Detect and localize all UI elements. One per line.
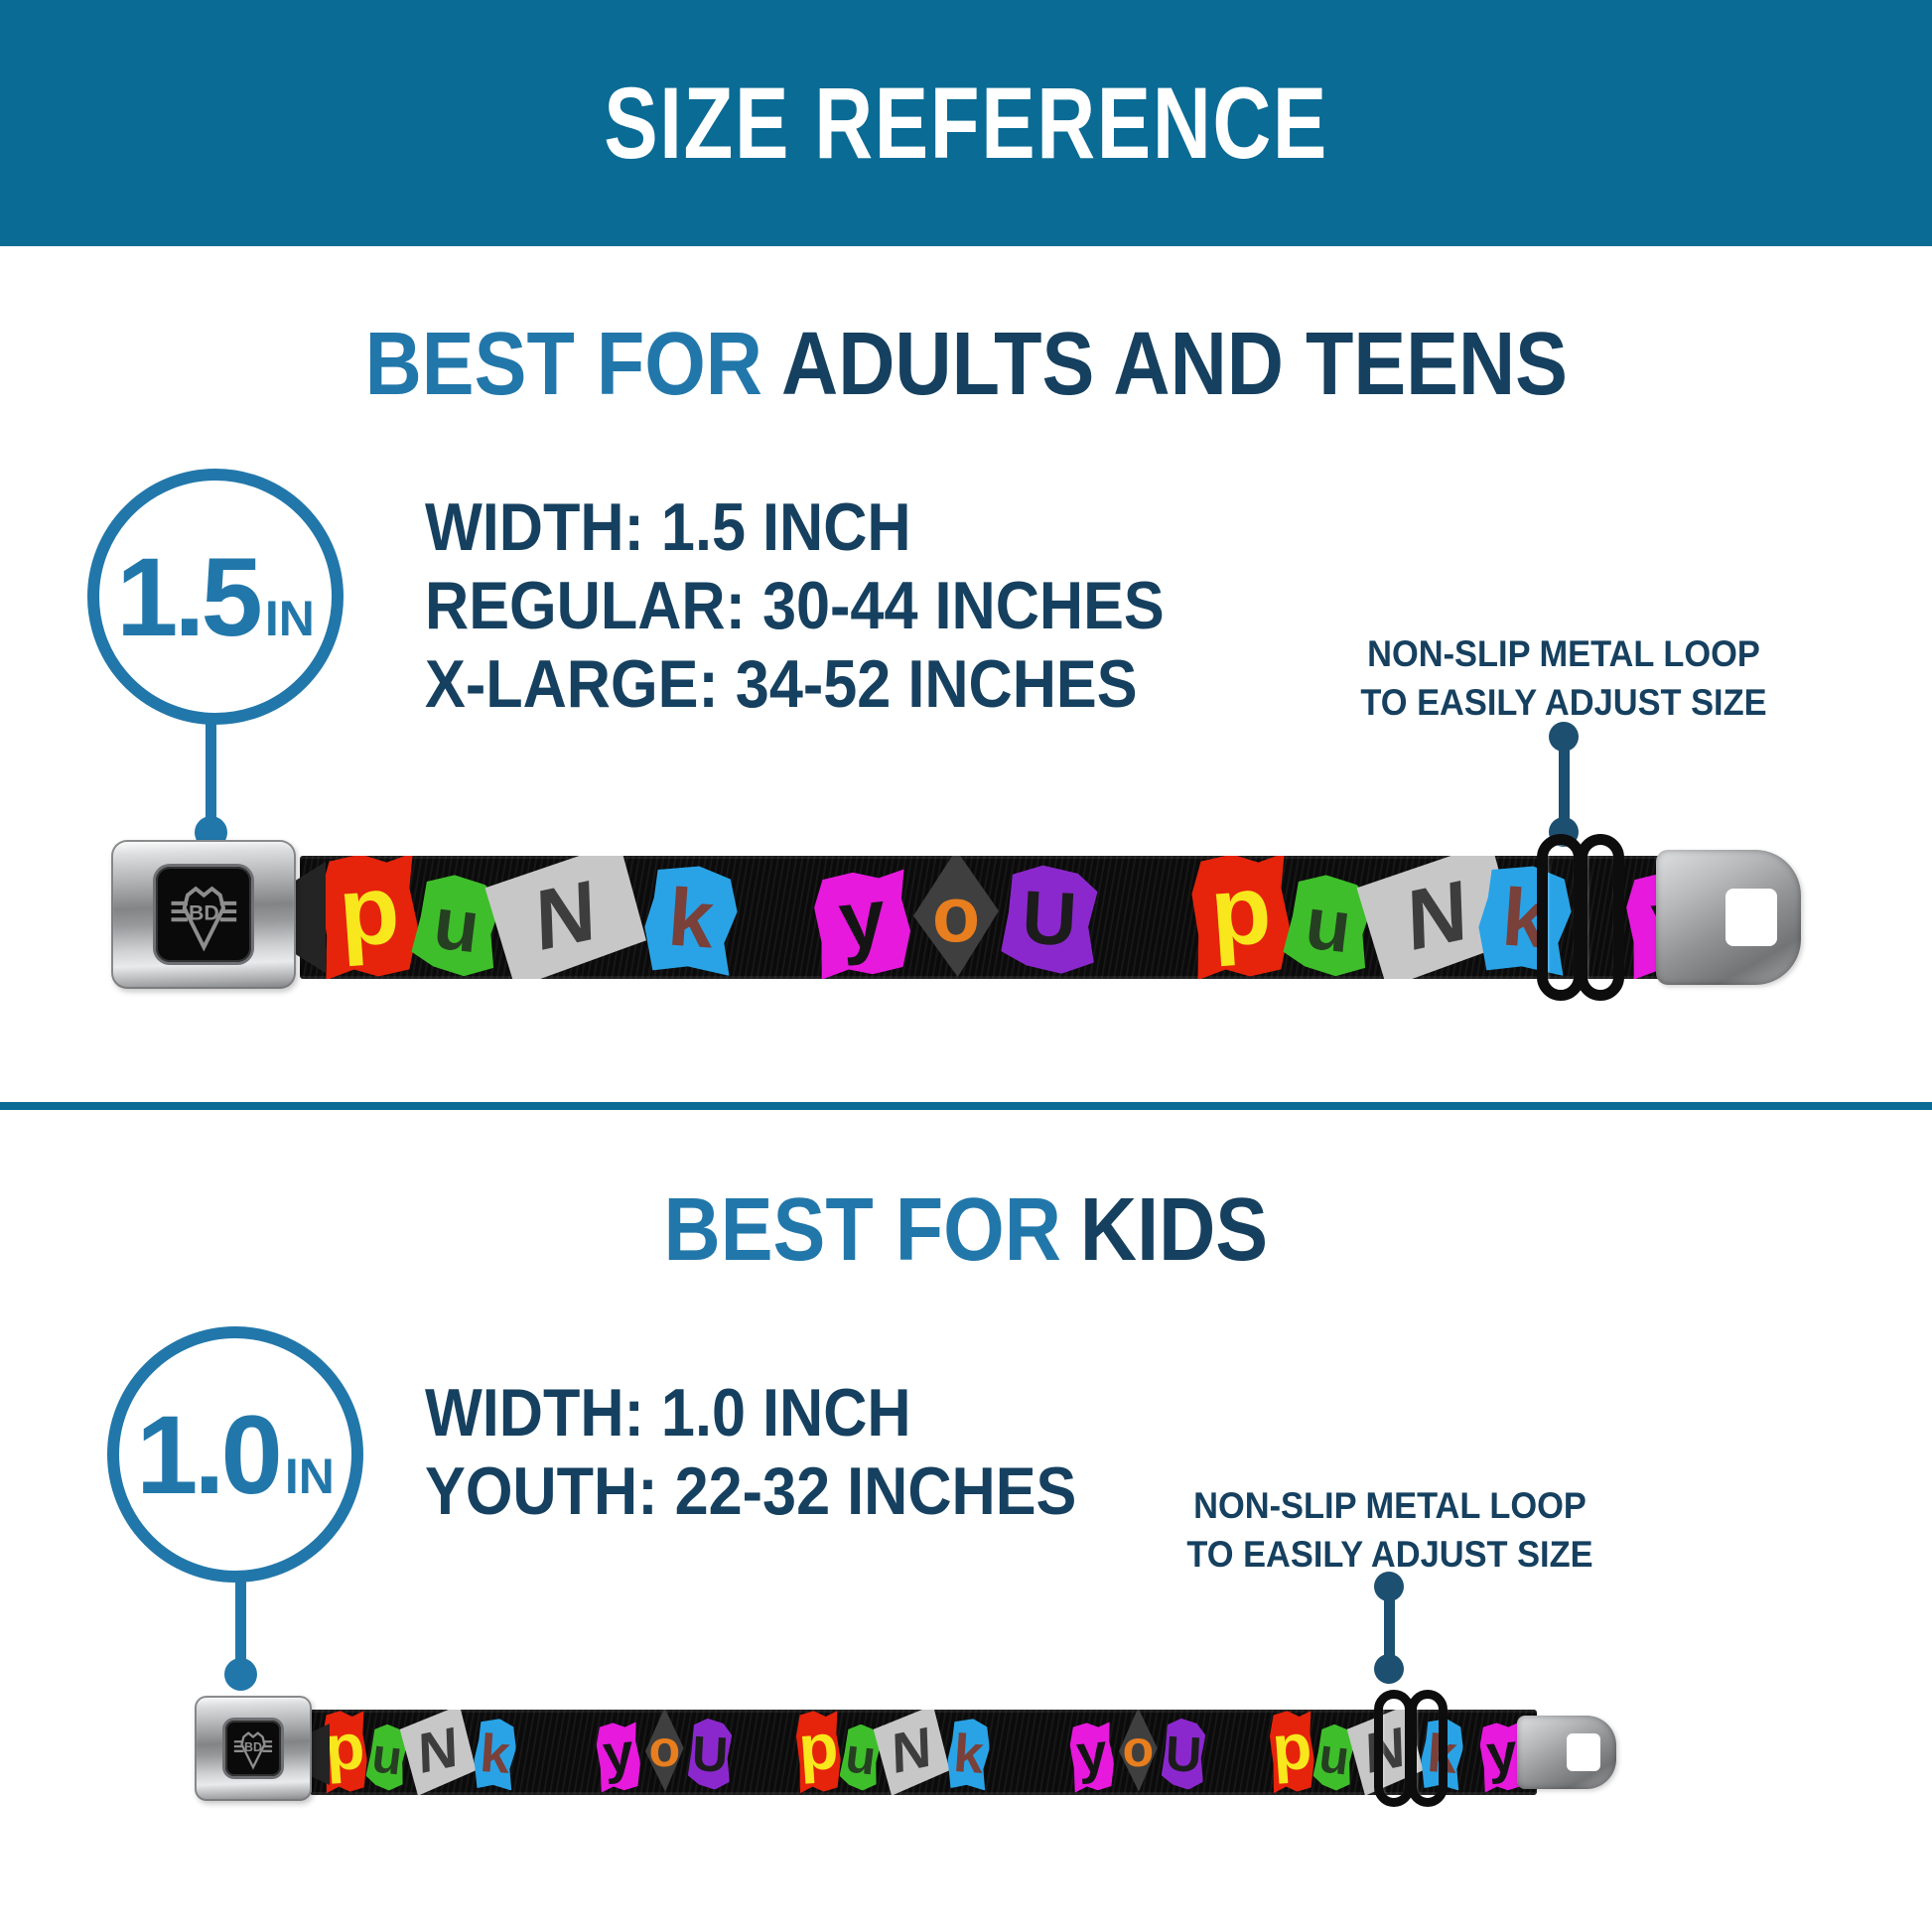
belt-end-tab — [1517, 1716, 1616, 1789]
bd-logo-icon: BD — [233, 1731, 273, 1770]
bd-logo: BD — [225, 1721, 281, 1776]
belt-letter-U: U — [1161, 1718, 1206, 1790]
spec-youth: YOUTH: 22-32 INCHES — [425, 1453, 1077, 1529]
spec-xlarge: X-LARGE: 34-52 INCHES — [425, 646, 1138, 722]
annotation-connector-line — [1384, 1585, 1395, 1662]
banner: SIZE REFERENCE — [0, 0, 1932, 246]
heading-rest: KIDS — [1080, 1180, 1269, 1280]
width-badge-1-5in: 1.5 IN — [87, 469, 344, 725]
bd-logo-icon: BD — [171, 886, 236, 952]
belt-letter-U: U — [1000, 864, 1099, 976]
belt-letter-y: y — [595, 1721, 643, 1793]
heading-rest: ADULTS AND TEENS — [780, 315, 1568, 414]
spec-width: WIDTH: 1.0 INCH — [425, 1375, 911, 1450]
belt-letter-o: o — [645, 1710, 684, 1792]
svg-text:BD: BD — [244, 1740, 262, 1754]
badge-unit: IN — [264, 590, 315, 646]
annotation-line-2: TO EASILY ADJUST SIZE — [1360, 682, 1767, 723]
badge-pointer-dot — [224, 1658, 257, 1691]
kids-specs: WIDTH: 1.0 INCH YOUTH: 22-32 INCHES — [425, 1374, 1149, 1531]
page-title: SIZE REFERENCE — [604, 66, 1328, 180]
tab-hole — [1725, 889, 1777, 946]
belt-letter-k: k — [946, 1717, 992, 1790]
annotation-line-2: TO EASILY ADJUST SIZE — [1186, 1534, 1593, 1575]
belt-letter-k: k — [641, 863, 740, 976]
annotation-connector-dot — [1374, 1654, 1404, 1684]
metal-loop-annotation: NON-SLIP METAL LOOP TO EASILY ADJUST SIZ… — [1142, 1481, 1638, 1579]
belt-letter-o: o — [913, 856, 999, 977]
spec-width: WIDTH: 1.5 INCH — [425, 489, 911, 565]
badge-pointer-line — [206, 717, 216, 820]
adults-heading: BEST FOR ADULTS AND TEENS — [0, 314, 1932, 416]
belt-end-tab — [1656, 850, 1801, 985]
belt-letter-y: y — [1068, 1721, 1117, 1793]
buckle-strap-joint — [290, 862, 326, 973]
belt-letter-o: o — [1119, 1710, 1158, 1792]
loop-ring — [1408, 1690, 1448, 1807]
metal-loop-annotation: NON-SLIP METAL LOOP TO EASILY ADJUST SIZ… — [1315, 629, 1812, 727]
heading-highlight: BEST FOR — [364, 315, 762, 414]
belt-letter-N: N — [397, 1710, 479, 1795]
belt-letter-p: p — [318, 856, 421, 979]
width-badge-1-0in: 1.0 IN — [107, 1326, 363, 1583]
metal-loop — [1374, 1690, 1448, 1807]
belt-letter-p: p — [794, 1710, 843, 1793]
belt-letter-p: p — [1189, 856, 1293, 979]
bd-logo: BD — [156, 867, 251, 962]
metal-loop — [1537, 834, 1624, 1001]
belt-letter-p: p — [1268, 1710, 1316, 1793]
seatbelt-buckle: BD — [111, 840, 296, 989]
heading-highlight: BEST FOR — [663, 1180, 1062, 1280]
seatbelt-buckle: BD — [195, 1696, 312, 1801]
spec-regular: REGULAR: 30-44 INCHES — [425, 568, 1165, 643]
belt-letter-N: N — [871, 1710, 952, 1795]
badge-value: 1.5 — [116, 534, 263, 659]
annotation-line-1: NON-SLIP METAL LOOP — [1193, 1485, 1587, 1526]
belt-letter-y: y — [811, 867, 914, 979]
annotation-connector-line — [1559, 735, 1570, 832]
annotation-line-1: NON-SLIP METAL LOOP — [1367, 633, 1760, 674]
section-divider — [0, 1102, 1932, 1110]
belt-letter-U: U — [687, 1718, 733, 1790]
kids-heading: BEST FOR KIDS — [0, 1179, 1932, 1282]
badge-pointer-line — [235, 1577, 246, 1664]
badge-unit: IN — [284, 1448, 335, 1504]
loop-ring — [1577, 834, 1624, 1001]
belt-letter-N: N — [482, 856, 650, 979]
adults-specs: WIDTH: 1.5 INCH REGULAR: 30-44 INCHES X-… — [425, 488, 1247, 724]
tab-hole — [1567, 1733, 1600, 1771]
svg-text:BD: BD — [189, 900, 219, 924]
badge-value: 1.0 — [136, 1392, 283, 1517]
belt-letter-k: k — [473, 1717, 518, 1790]
